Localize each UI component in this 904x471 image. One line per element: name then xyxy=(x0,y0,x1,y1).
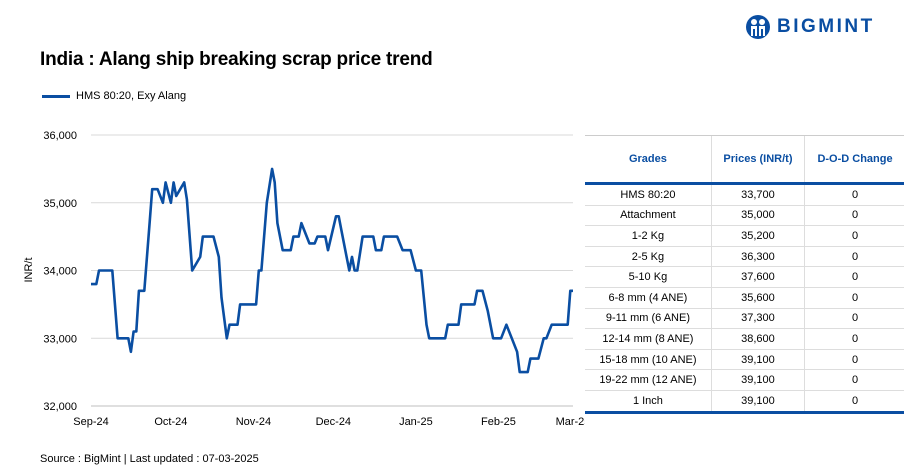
change-cell: 0 xyxy=(804,308,904,330)
price-cell: 38,600 xyxy=(710,328,805,350)
table-row: 6-8 mm (4 ANE) 35,600 0 xyxy=(585,287,904,309)
grade-cell: 5-10 Kg xyxy=(585,266,712,288)
price-table: Grades Prices (INR/t) D-O-D Change HMS 80:… xyxy=(585,135,904,414)
grade-cell: 19-22 mm (12 ANE) xyxy=(585,369,712,391)
price-cell: 33,700 xyxy=(710,183,805,206)
grade-cell: 2-5 Kg xyxy=(585,246,712,268)
price-cell: 36,300 xyxy=(710,246,805,268)
legend-label: HMS 80:20, Exy Alang xyxy=(76,90,187,102)
column-header: Grades xyxy=(585,135,712,185)
series-line xyxy=(91,167,573,374)
x-tick-label: Nov-24 xyxy=(236,416,271,428)
change-cell: 0 xyxy=(804,287,904,309)
change-cell: 0 xyxy=(804,183,904,206)
change-cell: 0 xyxy=(804,328,904,350)
y-tick-label: 34,000 xyxy=(43,266,77,278)
price-cell: 35,200 xyxy=(710,225,805,247)
y-tick-label: 32,000 xyxy=(43,401,77,413)
table-row: 5-10 Kg 37,600 0 xyxy=(585,266,904,288)
change-cell: 0 xyxy=(804,246,904,268)
bigmint-logo-icon xyxy=(746,15,770,39)
source-note: Source : BigMint | Last updated : 07-03-… xyxy=(40,453,259,465)
chart-title: India : Alang ship breaking scrap price … xyxy=(40,49,433,70)
change-cell: 0 xyxy=(804,205,904,227)
table-row: 1-2 Kg 35,200 0 xyxy=(585,225,904,247)
change-cell: 0 xyxy=(804,369,904,391)
change-cell: 0 xyxy=(804,390,904,414)
grade-cell: 15-18 mm (10 ANE) xyxy=(585,349,712,371)
y-tick-label: 36,000 xyxy=(43,130,77,142)
x-tick-label: Oct-24 xyxy=(154,416,187,428)
y-axis-label: INR/t xyxy=(23,257,35,282)
x-tick-label: Dec-24 xyxy=(316,416,351,428)
table-row: 2-5 Kg 36,300 0 xyxy=(585,246,904,268)
column-header: D-O-D Change xyxy=(804,135,904,185)
price-cell: 39,100 xyxy=(710,349,805,371)
grade-cell: 12-14 mm (8 ANE) xyxy=(585,328,712,350)
grade-cell: 6-8 mm (4 ANE) xyxy=(585,287,712,309)
table-row: HMS 80:20 33,700 0 xyxy=(585,183,904,206)
change-cell: 0 xyxy=(804,225,904,247)
y-tick-label: 33,000 xyxy=(43,333,77,345)
bigmint-logo: BIGMINT xyxy=(745,14,875,40)
x-tick-label: Sep-24 xyxy=(73,416,108,428)
price-cell: 39,100 xyxy=(710,390,805,414)
column-header: Prices (INR/t) xyxy=(710,135,805,185)
price-cell: 35,600 xyxy=(710,287,805,309)
table-row: 9-11 mm (6 ANE) 37,300 0 xyxy=(585,308,904,330)
table-row: 1 Inch 39,100 0 xyxy=(585,390,904,414)
grade-cell: Attachment xyxy=(585,205,712,227)
price-cell: 37,300 xyxy=(710,308,805,330)
logo-text: BIGMINT xyxy=(777,16,875,37)
table-row: 19-22 mm (12 ANE) 39,100 0 xyxy=(585,369,904,391)
table-row: 15-18 mm (10 ANE) 39,100 0 xyxy=(585,349,904,371)
grade-cell: 1-2 Kg xyxy=(585,225,712,247)
grade-cell: HMS 80:20 xyxy=(585,183,712,206)
table-row: Attachment 35,000 0 xyxy=(585,205,904,227)
x-tick-label: Jan-25 xyxy=(399,416,433,428)
x-tick-label: Feb-25 xyxy=(481,416,516,428)
legend-swatch xyxy=(42,94,70,98)
legend: HMS 80:20, Exy Alang xyxy=(42,90,186,102)
price-cell: 35,000 xyxy=(710,205,805,227)
price-cell: 37,600 xyxy=(710,266,805,288)
y-tick-label: 35,000 xyxy=(43,198,77,210)
price-cell: 39,100 xyxy=(710,369,805,391)
x-tick-label: Mar-25 xyxy=(556,416,585,428)
change-cell: 0 xyxy=(804,349,904,371)
line-chart: 32,000 33,000 34,000 35,000 36,000 Sep-24 Oct-… xyxy=(23,130,585,428)
grade-cell: 9-11 mm (6 ANE) xyxy=(585,308,712,330)
grade-cell: 1 Inch xyxy=(585,390,712,414)
change-cell: 0 xyxy=(804,266,904,288)
table-row: 12-14 mm (8 ANE) 38,600 0 xyxy=(585,328,904,350)
